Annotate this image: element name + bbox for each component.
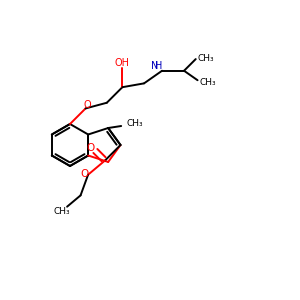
Text: O: O	[80, 169, 88, 179]
Text: H: H	[155, 61, 163, 71]
Text: CH₃: CH₃	[127, 118, 143, 127]
Text: O: O	[86, 143, 94, 153]
Text: OH: OH	[115, 58, 130, 68]
Text: O: O	[84, 100, 92, 110]
Text: CH₃: CH₃	[197, 54, 214, 63]
Text: N: N	[152, 61, 159, 71]
Text: CH₃: CH₃	[199, 78, 216, 87]
Text: CH₃: CH₃	[54, 207, 70, 216]
